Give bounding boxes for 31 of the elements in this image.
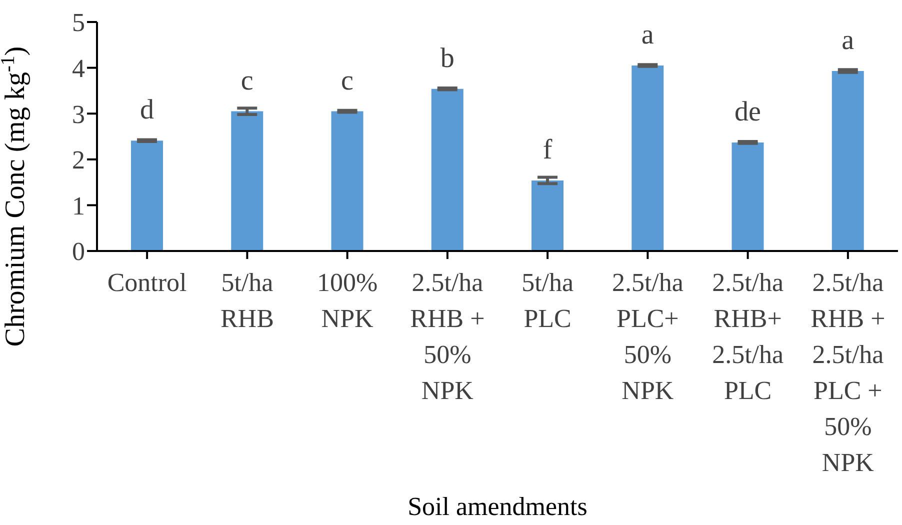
bar [131,140,163,251]
annotation: c [240,65,254,96]
annotation: a [842,25,855,56]
annotation: d [140,94,154,126]
y-tick-label: 2 [72,146,85,175]
annotation: c [341,65,354,96]
bar [532,180,564,251]
annotation: f [542,134,553,166]
bar [732,142,764,251]
x-tick-label: 2.5t/ha RHB + 50% NPK [410,268,485,405]
annotation: de [734,96,761,128]
x-tick-label: 2.5t/ha RHB+ 2.5t/ha PLC [712,268,784,405]
y-tick-label: 3 [72,100,85,129]
y-tick-label: 0 [72,237,85,266]
x-tick-label: 100% NPK [316,268,378,333]
bar [431,88,464,251]
annotation: b [440,42,454,74]
y-tick-label: 4 [72,54,85,84]
x-tick-label: 2.5t/ha RHB + 2.5t/ha PLC + 50% NPK [810,268,886,477]
bar [632,66,664,251]
y-tick-label: 1 [72,191,85,220]
y-tick-label: 5 [72,8,85,38]
x-tick-label: 2.5t/ha PLC+ 50% NPK [612,268,684,405]
x-axis-title: Soil amendments [408,492,588,521]
bar [832,71,864,251]
x-tick-label: 5t/ha PLC [522,268,574,333]
x-tick-label: Control [107,268,187,297]
bar [331,111,364,251]
x-tick-label: 5t/ha RHB [220,268,274,333]
annotation: a [641,20,654,51]
bar [231,111,264,251]
